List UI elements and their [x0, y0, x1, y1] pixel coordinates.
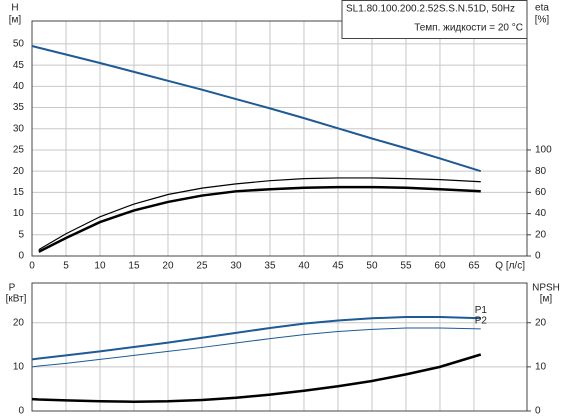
series-line — [31, 327, 481, 368]
x-tick-label: 25 — [196, 261, 208, 272]
x-tick-label: 40 — [298, 261, 310, 272]
y-tick-label: 50 — [13, 39, 25, 50]
y-tick-label: 5 — [18, 229, 24, 240]
y-tick-label: 30 — [13, 123, 25, 134]
x-tick-label: 5 — [63, 261, 69, 272]
y-axis-label: P — [9, 283, 16, 294]
x-tick-label: 60 — [434, 261, 446, 272]
info-box — [341, 0, 528, 39]
y-tick-label: 45 — [13, 60, 25, 71]
plot-frame — [31, 282, 528, 412]
x-tick-label: 15 — [128, 261, 140, 272]
y2-tick-label: 20 — [535, 317, 547, 328]
y2-tick-label: 20 — [535, 229, 547, 240]
series-line — [38, 177, 481, 251]
x-tick-label: 0 — [29, 261, 35, 272]
x-tick-label: 10 — [94, 261, 106, 272]
y-tick-label: 35 — [13, 102, 25, 113]
y-tick-label: 20 — [13, 166, 25, 177]
y-tick-label: 20 — [13, 317, 25, 328]
y2-axis-unit: [м] — [540, 294, 553, 305]
y2-tick-label: 40 — [535, 208, 547, 219]
chart-subtitle: Темп. жидкости = 20 °C — [414, 23, 523, 34]
y2-tick-label: 0 — [535, 251, 541, 262]
y2-tick-label: 0 — [535, 406, 541, 417]
y-tick-label: 10 — [13, 362, 25, 373]
y-tick-label: 0 — [18, 406, 24, 417]
y-tick-label: 0 — [18, 251, 24, 262]
series-line — [31, 315, 481, 361]
series-line — [31, 45, 482, 173]
chart-title: SL1.80.100.200.2.52S.S.N.51D, 50Hz — [346, 4, 515, 15]
y-axis-unit: [м] — [9, 15, 22, 26]
y2-tick-label: 80 — [535, 166, 547, 177]
y-axis-unit: [кВт] — [6, 294, 27, 305]
x-tick-label: 55 — [400, 261, 412, 272]
y-tick-label: 15 — [13, 187, 25, 198]
plot-frame — [31, 20, 528, 257]
series-line — [38, 185, 481, 253]
y2-tick-label: 60 — [535, 187, 547, 198]
y-tick-label: 40 — [13, 81, 25, 92]
x-tick-label: 35 — [264, 261, 276, 272]
series-line — [31, 353, 482, 403]
x-tick-label: 45 — [332, 261, 344, 272]
series-label: P2 — [475, 316, 488, 327]
y2-axis-label: eta — [535, 3, 549, 14]
series-label: P1 — [475, 305, 488, 316]
y-tick-label: 25 — [13, 145, 25, 156]
x-tick-label: 65 — [468, 261, 480, 272]
y-axis-label: H — [11, 3, 18, 14]
x-tick-label: 20 — [162, 261, 174, 272]
y-tick-label: 10 — [13, 208, 25, 219]
y2-axis-unit: [%] — [535, 15, 550, 26]
y2-axis-label: NPSH — [532, 283, 560, 294]
x-tick-label: 50 — [366, 261, 378, 272]
y2-tick-label: 100 — [535, 145, 552, 156]
x-tick-label: 30 — [230, 261, 242, 272]
x-axis-label: Q [л/с] — [495, 261, 525, 272]
y2-tick-label: 10 — [535, 362, 547, 373]
